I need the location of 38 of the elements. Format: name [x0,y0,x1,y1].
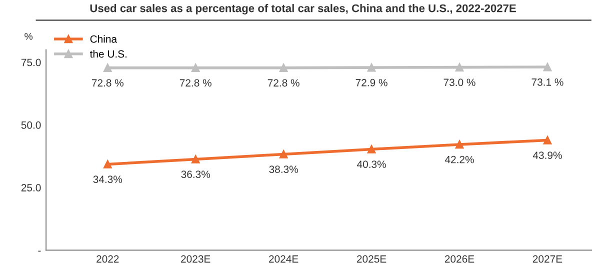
point [543,136,552,144]
data-label: 72.8 % [268,79,300,87]
point [103,160,112,168]
y-tick-label: 25.0 [21,184,41,192]
data-label: 73.0 % [444,78,476,86]
data-label: 42.2% [444,156,474,164]
point [103,64,112,72]
point [367,145,376,154]
point [367,63,376,72]
y-tick-label: 75.0 [21,58,41,66]
x-tick-label: 2022 [96,255,119,263]
chart-title: Used car sales as a percentage of total car sales, China and the U.S., 2022-2027E [90,4,516,14]
data-label: 34.3% [93,176,122,184]
legend-label: China [90,35,118,43]
x-tick-label: 2024E [269,255,298,263]
point [191,155,200,164]
x-tick-label: 2025E [357,255,386,263]
point [455,63,464,72]
x-tick-label: 2023E [181,255,210,263]
point [279,150,288,158]
x-tick-label: 2027E [532,255,562,263]
data-label: 73.1 % [532,78,564,86]
x-tick-label: 2026E [444,255,474,263]
legend-label: the U.S. [90,50,126,58]
y-axis-title: % [24,32,33,40]
point [455,140,464,149]
data-label: 43.9% [532,152,562,159]
data-label: 40.3% [357,160,386,168]
data-label: 72.9 % [356,78,388,86]
y-tick-label: - [38,250,41,252]
data-label: 38.3% [269,166,298,173]
point [191,64,200,72]
data-label: 72.8 % [92,79,124,87]
point [279,64,288,72]
data-label: 72.8 % [180,79,212,87]
point [543,62,552,72]
data-label: 36.3% [181,170,210,178]
y-tick-label: 50.0 [21,121,41,129]
